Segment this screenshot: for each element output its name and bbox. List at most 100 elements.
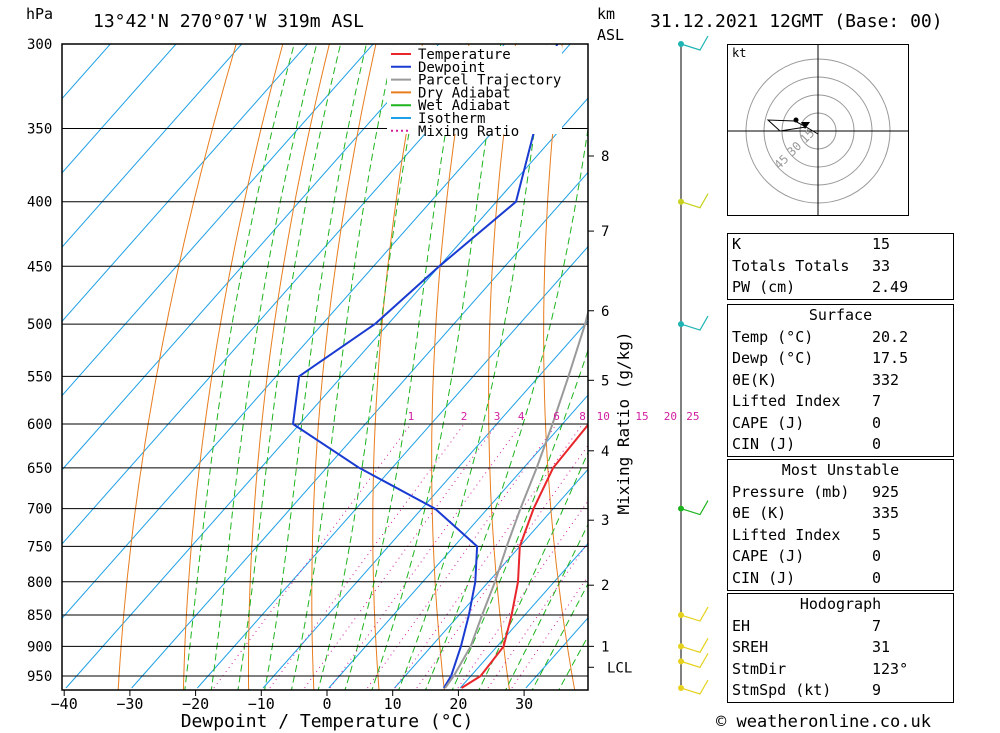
most-unstable-label: Pressure (mb)	[732, 482, 850, 501]
hodograph-stat-value: 7	[872, 616, 882, 635]
mixing-ratio-label: 15	[635, 410, 648, 423]
pressure-tick-label: 950	[27, 669, 52, 685]
pressure-tick-label: 750	[27, 539, 52, 555]
height-tick-label: 2	[601, 578, 609, 594]
isotherm-line	[459, 542, 588, 689]
sounding-datetime: 31.12.2021 12GMT (Base: 00)	[650, 11, 943, 32]
surface-value: 20.2	[872, 327, 909, 346]
hodograph-ring-label: 30	[784, 139, 804, 159]
hodograph-stat-row: EH 7	[728, 616, 953, 638]
surface-row: θE(K) 332	[728, 370, 953, 392]
mixing-ratio-label: 3	[494, 410, 501, 423]
storm-motion-marker	[801, 122, 810, 129]
isotherm-line	[394, 468, 588, 689]
wind-barb	[680, 315, 709, 331]
wet-adiabat-line	[237, 44, 342, 690]
mixing-ratio-line	[394, 424, 583, 689]
height-tick-label: 4	[601, 444, 609, 460]
most-unstable-row: Lifted Index 5	[728, 525, 953, 547]
wet-adiabat-line	[451, 348, 588, 690]
most-unstable-label: θE (K)	[732, 504, 787, 522]
most-unstable-value: 0	[872, 547, 882, 565]
surface-title: Surface	[808, 306, 873, 324]
most-unstable-label: CIN (J)	[732, 568, 796, 587]
pressure-tick-label: 350	[27, 122, 52, 138]
wet-adiabat-line	[478, 451, 588, 690]
wet-adiabat-line	[531, 582, 588, 690]
pressure-tick-label: 500	[27, 317, 52, 333]
index-row: PW (cm) 2.49	[728, 277, 953, 299]
series-parcel-trajectory	[444, 308, 588, 689]
mixing-ratio-line	[304, 424, 497, 689]
mixing-ratio-line	[487, 541, 588, 689]
pressure-tick-label: 400	[27, 195, 52, 211]
mixing-ratio-label: 4	[518, 410, 525, 423]
hodograph-stat-value: 9	[872, 681, 882, 699]
pressure-tick-label: 900	[27, 639, 52, 655]
wet-adiabat-line	[505, 523, 588, 690]
hodograph-ring-label: 45	[771, 152, 791, 172]
x-tick-label: 0	[322, 695, 331, 713]
height-tick-label: 8	[601, 149, 609, 165]
pressure-tick-label: 550	[27, 369, 52, 385]
most-unstable-row: Pressure (mb) 925	[728, 482, 953, 504]
wet-adiabat-line	[371, 44, 502, 690]
x-tick-label: −20	[182, 695, 209, 713]
station-location: 13°42'N 270°07'W 319m ASL	[93, 11, 364, 32]
height-unit-km: km	[597, 5, 616, 23]
isotherm-line	[62, 44, 177, 174]
pressure-tick-label: 850	[27, 608, 52, 624]
height-unit-asl: ASL	[597, 26, 625, 44]
index-row: Totals Totals 33	[728, 256, 953, 278]
legend-label: Parcel Trajectory	[418, 73, 561, 89]
legend-label: Mixing Ratio	[418, 124, 519, 140]
hodograph-stat-value: 123°	[872, 659, 909, 678]
pressure-unit-label: hPa	[26, 5, 54, 23]
dry-adiabat-line	[978, 6, 1000, 704]
pressure-tick-label: 700	[27, 502, 52, 518]
mixing-ratio-label: 10	[597, 410, 610, 423]
wet-adiabat-line	[184, 44, 295, 690]
pressure-tick-label: 450	[27, 259, 52, 275]
height-tick-label: LCL	[607, 660, 632, 676]
isotherm-line	[262, 320, 588, 689]
wind-barb	[680, 679, 709, 695]
x-tick-label: −40	[51, 695, 78, 713]
most-unstable-value: 925	[872, 482, 900, 501]
surface-label: CAPE (J)	[732, 413, 805, 432]
surface-value: 0	[872, 413, 882, 432]
x-tick-label: 20	[449, 695, 467, 713]
x-tick-label: 30	[515, 695, 533, 713]
surface-value: 332	[872, 370, 900, 389]
hodograph-stat-label: StmDir	[732, 659, 787, 678]
site-credit[interactable]: © weatheronline.co.uk	[716, 712, 931, 732]
hodograph-stat-row: StmDir 123°	[728, 659, 953, 681]
isotherm-line	[197, 245, 588, 689]
most-unstable-label: CAPE (J)	[732, 547, 805, 565]
isotherm-line	[62, 44, 440, 471]
hodograph-trace	[766, 119, 819, 135]
dry-adiabat-line	[649, 6, 709, 704]
pressure-tick-label: 600	[27, 417, 52, 433]
hodograph-stat-row: SREH 31	[728, 637, 953, 659]
mixing-ratio-line	[269, 424, 464, 689]
hodograph-stat-label: SREH	[732, 638, 769, 656]
hodograph-stat-label: StmSpd (kt)	[732, 681, 832, 699]
height-tick-label: 7	[601, 224, 609, 240]
surface-label: Temp (°C)	[732, 327, 814, 346]
pressure-tick-label: 300	[27, 37, 52, 53]
height-tick-label: 3	[601, 513, 609, 529]
index-row: K 15	[728, 234, 953, 256]
mixing-ratio-label: 25	[686, 410, 699, 423]
mixing-ratio-label: 20	[664, 410, 677, 423]
wet-adiabat-line	[290, 44, 396, 690]
surface-label: CIN (J)	[732, 435, 796, 453]
isotherm-line	[62, 44, 309, 323]
height-tick-label: 5	[601, 373, 609, 389]
index-label: PW (cm)	[732, 278, 796, 296]
surface-label: θE(K)	[732, 370, 778, 389]
wind-barb	[680, 193, 709, 209]
index-value: 2.49	[872, 278, 909, 296]
isotherm-line	[328, 394, 588, 689]
plot-frame	[61, 43, 589, 691]
